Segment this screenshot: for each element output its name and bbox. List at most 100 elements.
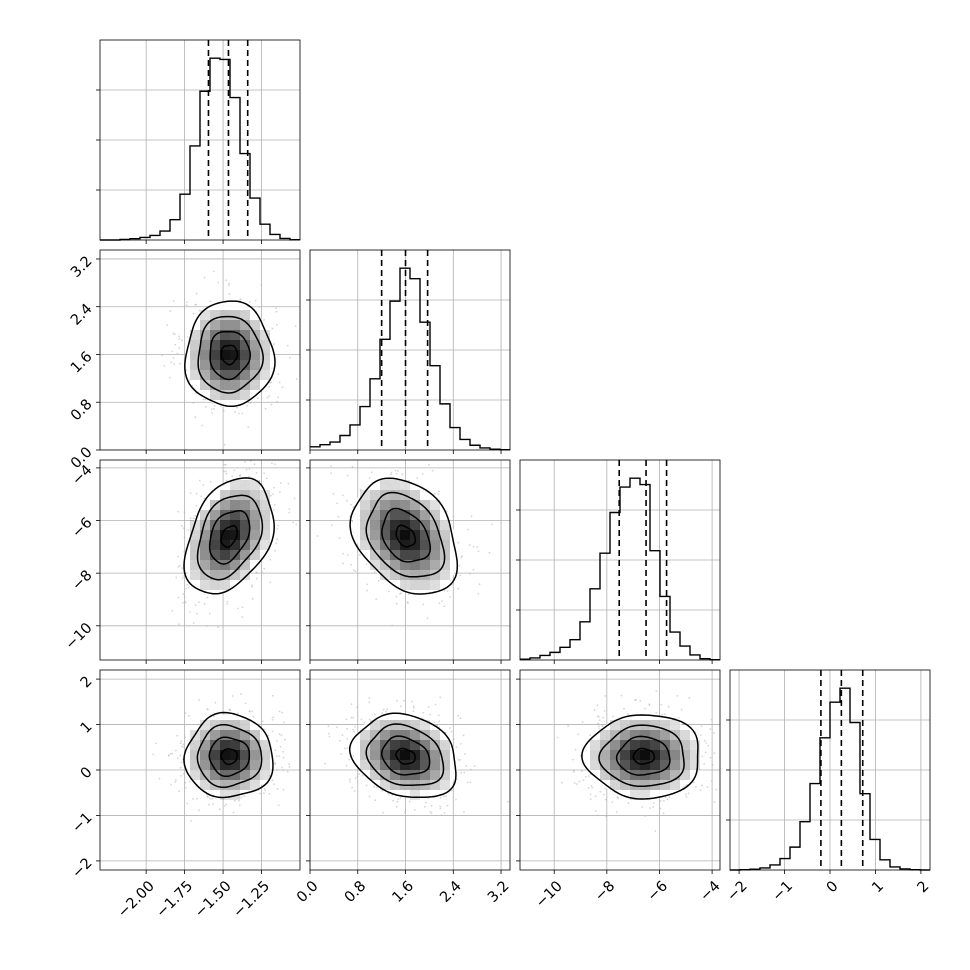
scatter-point bbox=[346, 554, 349, 556]
density-cell bbox=[200, 370, 210, 380]
scatter-point bbox=[332, 492, 335, 495]
density-blocks bbox=[353, 478, 459, 595]
density-cell bbox=[390, 560, 400, 570]
scatter-point bbox=[204, 405, 207, 408]
scatter-point bbox=[386, 708, 389, 711]
scatter-point bbox=[244, 461, 246, 463]
scatter-point bbox=[183, 536, 186, 539]
scatter-point bbox=[277, 396, 280, 399]
density-cell bbox=[410, 740, 420, 750]
density-cell bbox=[400, 580, 410, 590]
scatter-point bbox=[352, 569, 355, 572]
scatter-point bbox=[280, 766, 283, 769]
density-cell bbox=[600, 750, 610, 760]
scatter-point bbox=[434, 703, 437, 706]
scatter-point bbox=[382, 708, 385, 711]
scatter-point bbox=[195, 292, 198, 295]
density-cell bbox=[690, 740, 700, 750]
scatter-point bbox=[286, 344, 289, 347]
density-cell bbox=[230, 330, 240, 340]
scatter-point bbox=[469, 768, 472, 771]
scatter-point bbox=[292, 521, 295, 524]
density-cell bbox=[240, 560, 250, 570]
scatter-point bbox=[401, 454, 403, 456]
density-cell bbox=[200, 720, 210, 730]
density-cell bbox=[600, 770, 610, 780]
density-cell bbox=[630, 780, 640, 790]
density-cell bbox=[230, 520, 240, 530]
scatter-point bbox=[168, 754, 170, 757]
scatter-point bbox=[225, 470, 228, 473]
scatter-point bbox=[174, 343, 177, 346]
scatter-point bbox=[280, 482, 282, 484]
scatter-point bbox=[603, 710, 606, 712]
scatter-point bbox=[209, 300, 212, 303]
scatter-point bbox=[181, 339, 184, 342]
scatter-point bbox=[400, 592, 402, 595]
scatter-point bbox=[289, 356, 291, 359]
density-cell bbox=[660, 720, 670, 730]
scatter-point bbox=[182, 593, 185, 596]
density-cell bbox=[250, 510, 260, 520]
scatter-point bbox=[411, 700, 413, 703]
scatter-point bbox=[463, 811, 465, 814]
scatter-point bbox=[470, 515, 473, 518]
scatter-point bbox=[189, 517, 192, 520]
scatter-point bbox=[246, 404, 249, 407]
density-cell bbox=[230, 350, 240, 360]
density-cell bbox=[620, 720, 630, 730]
scatter-point bbox=[330, 524, 333, 526]
scatter-point bbox=[295, 378, 298, 380]
scatter-point bbox=[463, 753, 466, 755]
scatter-point bbox=[175, 779, 177, 781]
scatter-point bbox=[222, 410, 225, 412]
scatter-point bbox=[211, 797, 214, 800]
density-cell bbox=[390, 730, 400, 740]
scatter-point bbox=[601, 725, 604, 727]
scatter-point bbox=[263, 472, 265, 474]
density-cell bbox=[620, 770, 630, 780]
density-cell bbox=[250, 370, 260, 380]
scatter-point bbox=[184, 736, 187, 739]
scatter-point bbox=[240, 693, 243, 695]
scatter-point bbox=[270, 494, 272, 497]
density-cell bbox=[400, 750, 410, 760]
density-cell bbox=[390, 550, 400, 560]
density-cell bbox=[390, 740, 400, 750]
density-cell bbox=[210, 720, 220, 730]
density-cell bbox=[390, 510, 400, 520]
density-cell bbox=[210, 510, 220, 520]
scatter-point bbox=[660, 703, 663, 706]
density-cell bbox=[400, 480, 410, 490]
density-cell bbox=[400, 730, 410, 740]
density-cell bbox=[230, 380, 240, 390]
scatter-point bbox=[255, 571, 258, 574]
density-cell bbox=[250, 360, 260, 370]
scatter-point bbox=[236, 406, 238, 409]
scatter-point bbox=[269, 581, 272, 584]
scatter-point bbox=[423, 805, 426, 808]
density-cell bbox=[210, 350, 220, 360]
scatter-point bbox=[268, 395, 271, 398]
scatter-point bbox=[361, 774, 364, 777]
x-tick-label: 3.2 bbox=[485, 878, 513, 906]
scatter-point bbox=[412, 706, 415, 709]
density-cell bbox=[220, 540, 230, 550]
density-cell bbox=[230, 760, 240, 770]
density-cell bbox=[220, 570, 230, 580]
scatter-point bbox=[668, 796, 671, 799]
scatter-point bbox=[375, 598, 378, 600]
scatter-point bbox=[183, 511, 186, 513]
scatter-point bbox=[187, 586, 190, 589]
scatter-point bbox=[233, 469, 236, 472]
scatter-point bbox=[653, 802, 655, 804]
density-cell bbox=[230, 720, 240, 730]
scatter-point bbox=[255, 472, 258, 474]
scatter-point bbox=[351, 520, 354, 523]
contour-line-0 bbox=[220, 748, 238, 766]
contour-line-3 bbox=[349, 477, 459, 595]
scatter-point bbox=[263, 792, 265, 795]
scatter-point bbox=[477, 593, 480, 595]
scatter-point bbox=[703, 762, 706, 765]
scatter-point bbox=[341, 734, 344, 737]
